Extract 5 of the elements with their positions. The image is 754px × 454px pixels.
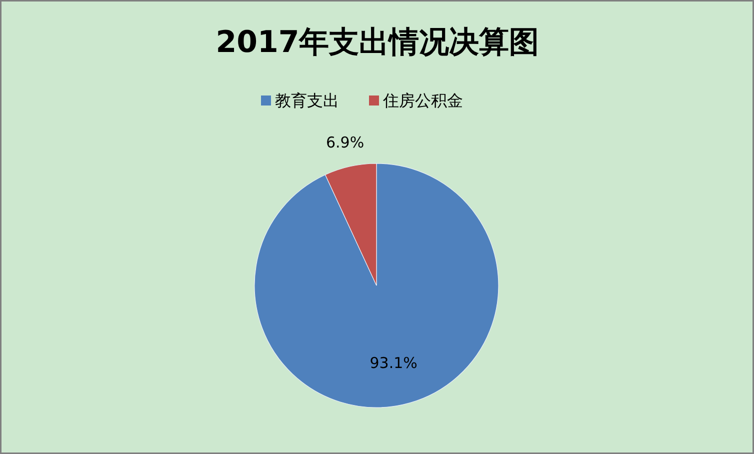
chart-title: 2017年支出情况决算图: [216, 25, 540, 60]
data-label: 6.9%: [326, 134, 364, 152]
legend-label: 教育支出: [275, 91, 339, 110]
data-label: 93.1%: [370, 354, 418, 372]
legend-label: 住房公积金: [382, 91, 463, 110]
